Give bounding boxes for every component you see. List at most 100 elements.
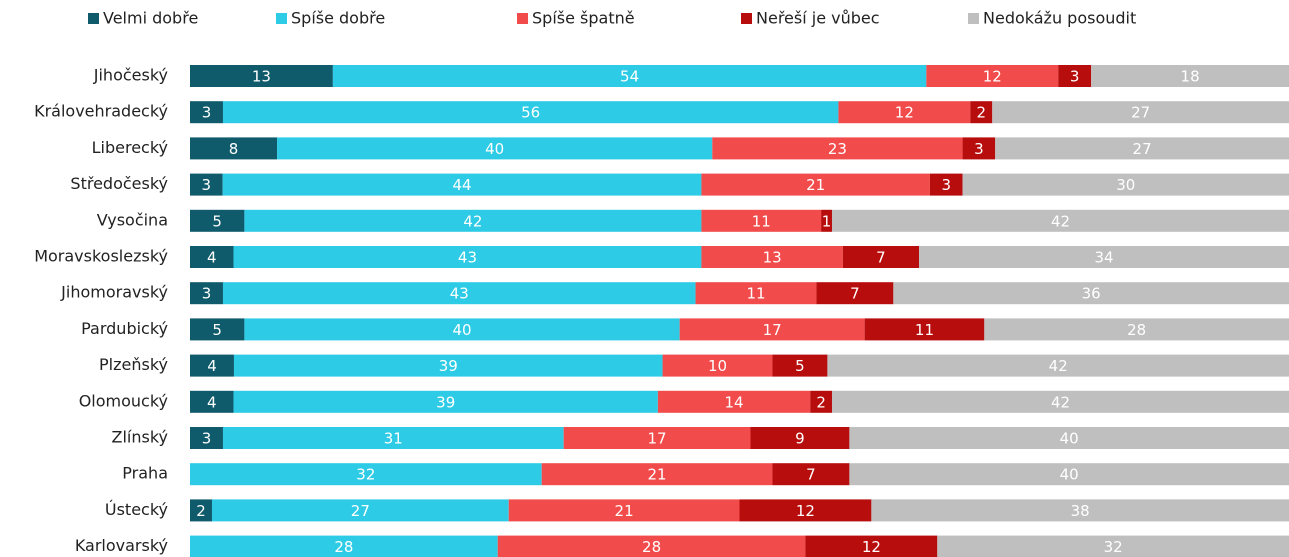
value-label: 39 bbox=[436, 393, 455, 411]
category-label: Moravskoslezský bbox=[34, 247, 168, 266]
value-label: 40 bbox=[452, 321, 471, 339]
bar-segment bbox=[821, 209, 832, 232]
category-label: Jihomoravský bbox=[60, 283, 168, 302]
value-label: 42 bbox=[1051, 212, 1070, 230]
bar-segment bbox=[805, 535, 938, 557]
bar-segment bbox=[701, 209, 822, 232]
value-label: 12 bbox=[895, 104, 914, 122]
value-label: 21 bbox=[806, 176, 825, 194]
bar-segment bbox=[831, 209, 1289, 232]
value-label: 21 bbox=[648, 466, 667, 484]
legend-label: Nedokážu posoudit bbox=[983, 9, 1136, 28]
value-label: 8 bbox=[229, 140, 239, 158]
value-label: 17 bbox=[648, 430, 667, 448]
bar-segment bbox=[190, 246, 234, 268]
value-label: 42 bbox=[1049, 357, 1068, 375]
value-label: 23 bbox=[828, 140, 847, 158]
bar-segment bbox=[712, 137, 963, 160]
legend-label: Velmi dobře bbox=[103, 9, 198, 28]
bar-segment bbox=[842, 246, 920, 268]
value-label: 3 bbox=[974, 140, 984, 158]
bar-segment bbox=[277, 137, 713, 160]
bar-segment bbox=[929, 173, 963, 196]
bar-segment bbox=[810, 390, 832, 413]
legend-label: Neřeší je vůbec bbox=[756, 9, 880, 28]
bar-segment bbox=[332, 65, 927, 87]
bar-segment bbox=[190, 65, 333, 87]
value-label: 12 bbox=[862, 538, 881, 556]
category-label: Praha bbox=[122, 464, 168, 483]
value-label: 40 bbox=[1060, 430, 1079, 448]
bar-segment bbox=[244, 318, 680, 341]
bar-segment bbox=[222, 282, 696, 305]
value-label: 34 bbox=[1094, 249, 1113, 267]
value-label: 28 bbox=[1127, 321, 1146, 339]
bar-segment bbox=[222, 101, 839, 124]
value-label: 3 bbox=[202, 430, 212, 448]
value-label: 4 bbox=[207, 249, 217, 267]
value-label: 11 bbox=[746, 285, 765, 303]
category-label: Královehradecký bbox=[34, 102, 168, 121]
value-label: 27 bbox=[1133, 140, 1152, 158]
value-label: 9 bbox=[795, 430, 805, 448]
value-label: 42 bbox=[1051, 393, 1070, 411]
value-label: 13 bbox=[763, 249, 782, 267]
bar-segment bbox=[497, 535, 806, 557]
value-label: 21 bbox=[615, 502, 634, 520]
bar-segment bbox=[190, 390, 234, 413]
bar-segment bbox=[190, 173, 223, 196]
value-label: 43 bbox=[450, 285, 469, 303]
value-label: 11 bbox=[752, 212, 771, 230]
bar-segment bbox=[233, 354, 663, 377]
bar-segment bbox=[190, 209, 245, 232]
value-label: 18 bbox=[1181, 68, 1200, 86]
bar-segment bbox=[662, 354, 773, 377]
value-label: 40 bbox=[1060, 466, 1079, 484]
legend-swatch bbox=[517, 13, 528, 24]
value-label: 5 bbox=[212, 321, 222, 339]
value-label: 3 bbox=[202, 104, 212, 122]
value-label: 28 bbox=[642, 538, 661, 556]
value-label: 38 bbox=[1071, 502, 1090, 520]
bar-segment bbox=[233, 246, 702, 268]
bar-segment bbox=[984, 318, 1289, 341]
category-label: Zlínský bbox=[112, 428, 169, 447]
bar-segment bbox=[222, 427, 564, 449]
value-label: 43 bbox=[458, 249, 477, 267]
value-label: 2 bbox=[977, 104, 987, 122]
value-label: 27 bbox=[1131, 104, 1150, 122]
bar-segment bbox=[1091, 65, 1289, 87]
bar-segment bbox=[222, 173, 702, 196]
value-label: 1 bbox=[822, 212, 832, 230]
category-label: Ústecký bbox=[105, 500, 168, 519]
value-label: 5 bbox=[212, 212, 222, 230]
bar-segment bbox=[827, 354, 1289, 377]
value-label: 3 bbox=[202, 285, 212, 303]
bar-segment bbox=[657, 390, 811, 413]
bar-segment bbox=[864, 318, 985, 341]
value-label: 28 bbox=[334, 538, 353, 556]
value-label: 3 bbox=[202, 176, 212, 194]
bar-segment bbox=[970, 101, 993, 124]
bar-segment bbox=[508, 499, 740, 522]
category-label: Pardubický bbox=[81, 319, 168, 338]
value-label: 5 bbox=[795, 357, 805, 375]
value-label: 17 bbox=[763, 321, 782, 339]
bar-segment bbox=[849, 463, 1289, 486]
legend-swatch bbox=[88, 13, 99, 24]
value-label: 11 bbox=[915, 321, 934, 339]
value-label: 12 bbox=[796, 502, 815, 520]
value-label: 39 bbox=[439, 357, 458, 375]
bar-segment bbox=[190, 354, 234, 377]
bar-segment bbox=[926, 65, 1059, 87]
bar-segment bbox=[701, 173, 930, 196]
bar-segment bbox=[695, 282, 817, 305]
bar-segment bbox=[750, 427, 850, 449]
bar-segment bbox=[772, 463, 850, 486]
legend-swatch bbox=[741, 13, 752, 24]
bar-segment bbox=[233, 390, 658, 413]
legend-swatch bbox=[276, 13, 287, 24]
value-label: 7 bbox=[806, 466, 816, 484]
bar-segment bbox=[1058, 65, 1092, 87]
